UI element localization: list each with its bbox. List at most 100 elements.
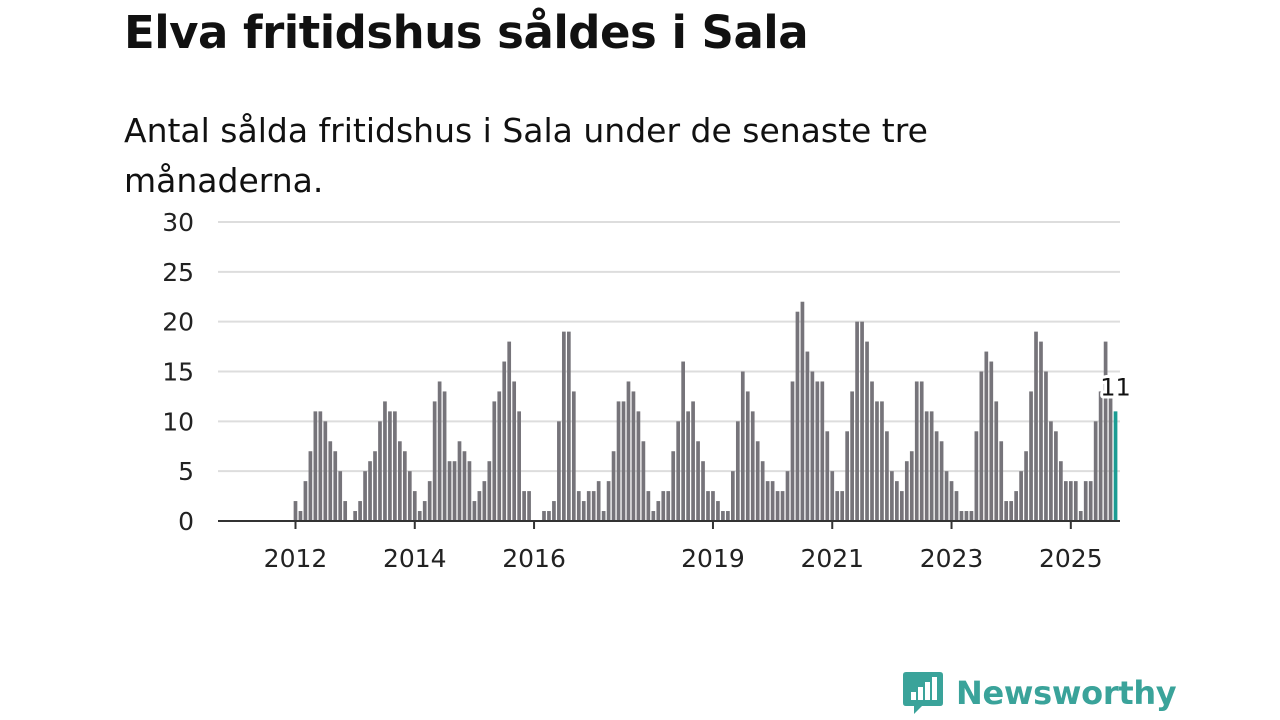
- bar: [745, 391, 750, 521]
- bar: [1098, 391, 1103, 521]
- x-axis-labels: 2012 2014 2016 2019 2021 2023 2025: [264, 544, 1103, 573]
- bar: [591, 491, 596, 521]
- bar: [417, 511, 422, 521]
- bars: [293, 301, 1118, 521]
- bar: [527, 491, 531, 521]
- bar: [706, 491, 710, 521]
- bar: [820, 381, 825, 521]
- bar: [1014, 491, 1018, 521]
- x-tick-label: 2014: [383, 544, 447, 573]
- bar: [895, 481, 899, 521]
- brand-name: Newsworthy: [956, 674, 1177, 712]
- bar: [626, 381, 631, 521]
- bar: [964, 511, 969, 521]
- bar: [616, 401, 621, 521]
- bar: [984, 351, 989, 521]
- bar: [576, 491, 581, 521]
- bar: [701, 461, 705, 521]
- bar: [562, 331, 566, 521]
- bar: [571, 391, 576, 521]
- bar: [1034, 331, 1038, 521]
- bar: [850, 391, 854, 521]
- bar: [378, 421, 382, 521]
- bar: [760, 461, 765, 521]
- bar: [1044, 371, 1048, 521]
- bar: [671, 451, 676, 521]
- chart-subtitle: Antal sålda fritidshus i Sala under de s…: [124, 111, 928, 200]
- bar: [1049, 421, 1053, 521]
- bar: [726, 511, 730, 521]
- y-tick-label: 25: [162, 258, 194, 287]
- bar: [422, 501, 427, 521]
- y-tick-label: 5: [178, 457, 194, 486]
- bar: [875, 401, 879, 521]
- x-axis-ticks: [294, 521, 1072, 529]
- bar: [328, 441, 333, 521]
- bar: [447, 461, 452, 521]
- bar: [368, 461, 372, 521]
- bar: [934, 431, 939, 521]
- bar: [944, 471, 949, 521]
- x-tick-label: 2019: [681, 544, 745, 573]
- bar: [318, 411, 323, 521]
- bar: [899, 491, 904, 521]
- bar: [999, 441, 1004, 521]
- bar: [1054, 431, 1058, 521]
- bar: [676, 421, 681, 521]
- bar: [919, 381, 924, 521]
- y-tick-label: 0: [178, 507, 194, 536]
- bar: [765, 481, 770, 521]
- bar: [601, 511, 606, 521]
- bar: [631, 391, 636, 521]
- bar: [1088, 481, 1093, 521]
- bar: [581, 501, 586, 521]
- bar: [666, 491, 671, 521]
- bar: [338, 471, 343, 521]
- bar: [373, 451, 377, 521]
- bar: [686, 411, 690, 521]
- bar: [566, 331, 571, 521]
- bar: [651, 511, 656, 521]
- bar: [407, 471, 412, 521]
- bar: [696, 441, 700, 521]
- bar: [308, 451, 313, 521]
- bar: [1103, 341, 1108, 521]
- bar: [646, 491, 651, 521]
- bar: [904, 461, 909, 521]
- bar: [721, 511, 725, 521]
- bar: [750, 411, 755, 521]
- bar: [1078, 511, 1083, 521]
- bar: [427, 481, 432, 521]
- bar: [517, 411, 521, 521]
- bar: [457, 441, 462, 521]
- bar: [462, 451, 467, 521]
- bar: [790, 381, 795, 521]
- bar: [890, 471, 894, 521]
- bar: [636, 411, 641, 521]
- bar: [542, 511, 546, 521]
- bar: [606, 481, 611, 521]
- bar: [1093, 421, 1098, 521]
- x-tick-label: 2025: [1039, 544, 1103, 573]
- bar: [656, 501, 661, 521]
- bar: [989, 361, 994, 521]
- bar: [497, 391, 502, 521]
- bar: [492, 401, 497, 521]
- bar: [641, 441, 646, 521]
- bar: [1108, 391, 1113, 521]
- bar: [596, 481, 601, 521]
- bar: [1073, 481, 1078, 521]
- bar: [303, 481, 308, 521]
- bar: [810, 371, 815, 521]
- bar: [949, 481, 954, 521]
- bar: [979, 371, 984, 521]
- y-tick-label: 10: [162, 407, 194, 436]
- bar: [507, 341, 512, 521]
- bar: [681, 361, 685, 521]
- bar: [845, 431, 850, 521]
- x-tick-label: 2012: [264, 544, 328, 573]
- bar: [298, 511, 303, 521]
- chart-title: Elva fritidshus såldes i Sala: [124, 6, 809, 59]
- bar: [353, 511, 357, 521]
- bar: [586, 491, 591, 521]
